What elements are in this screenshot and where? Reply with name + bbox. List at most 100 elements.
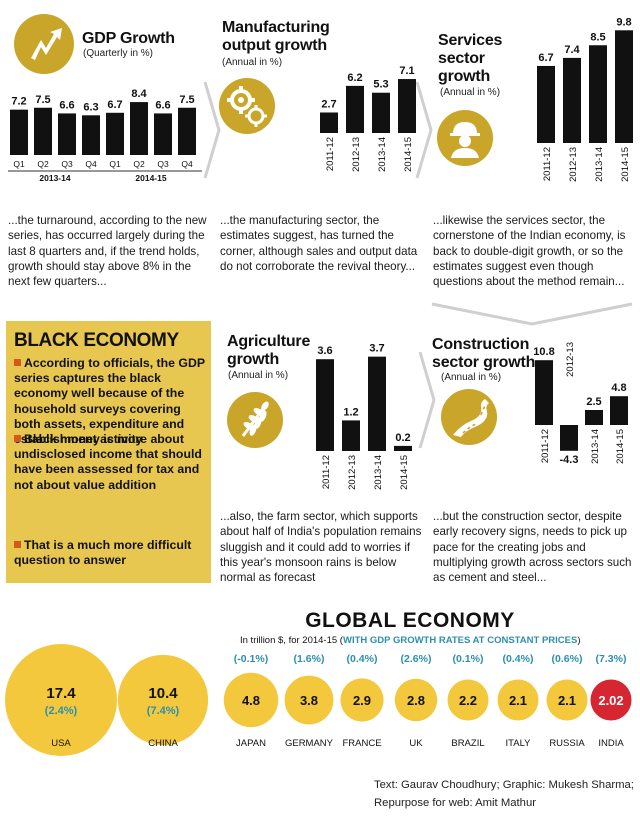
gdp-tick-label: Q2 xyxy=(133,159,145,169)
agriculture-bar xyxy=(342,420,360,451)
credits: Text: Gaurav Choudhury; Graphic: Mukesh … xyxy=(374,776,636,812)
agriculture-bar xyxy=(316,359,334,451)
global-economy-chart: GLOBAL ECONOMY In trillion $, for 2014-15… xyxy=(5,609,632,756)
country-growth-label: (7.3%) xyxy=(596,653,627,665)
construction-bar xyxy=(535,360,553,425)
country-name-label: UK xyxy=(409,738,423,749)
chevron-down-separator-icon xyxy=(431,302,633,326)
services-bar-label: 7.4 xyxy=(564,44,580,56)
gdp-bar xyxy=(82,115,100,155)
country-growth-label: (-0.1%) xyxy=(234,653,268,665)
gdp-bar-label: 6.7 xyxy=(107,99,122,111)
worker-icon xyxy=(437,110,493,166)
construction-bar xyxy=(610,396,628,425)
agriculture-bar xyxy=(394,445,412,451)
agriculture-caption: ...also, the farm sector, which supports… xyxy=(220,510,422,585)
services-bar xyxy=(589,45,607,143)
agriculture-tick-label: 2013-14 xyxy=(373,455,384,490)
country-growth-label: (1.6%) xyxy=(294,653,325,665)
construction-tick-label: 2012-13 xyxy=(565,342,576,377)
manufacturing-bar xyxy=(346,85,364,133)
country-name-label: FRANCE xyxy=(342,738,381,749)
country-growth-label: (2.4%) xyxy=(45,705,78,717)
gdp-tick-label: Q4 xyxy=(85,159,97,169)
construction-subtitle: (Annual in %) xyxy=(441,372,502,383)
agriculture-bar-label: 0.2 xyxy=(395,432,410,444)
agriculture-bar-label: 1.2 xyxy=(343,406,358,418)
chevron-separator-icon xyxy=(418,351,436,449)
services-chart: 6.7 2011-12 7.4 2012-13 8.5 2013-14 9.8 2014-15 xyxy=(537,16,633,182)
country-gdp-label: 2.2 xyxy=(459,693,477,708)
country-growth-label: (0.4%) xyxy=(503,653,534,665)
manufacturing-subtitle: (Annual in %) xyxy=(222,57,283,68)
services-bar xyxy=(537,65,555,143)
gdp-bar xyxy=(10,109,28,155)
country-bubble xyxy=(284,675,334,725)
gdp-caption: ...the turnaround, according to the new … xyxy=(8,214,207,289)
country-gdp-label: 17.4 xyxy=(46,685,76,702)
gdp-chart: 7.2 Q1 7.5 Q2 6.6 Q3 6.3 Q4 6.7 Q1 8.4 Q2 6.6 Q3 7.5 Q4… xyxy=(8,88,202,183)
agriculture-chart: 3.6 2011-12 1.2 2012-13 3.7 2013-14 0.2 2014-15 xyxy=(316,343,412,490)
black-economy-bullet: According to officials, the GDP series c… xyxy=(14,356,205,447)
gdp-bar-label: 6.6 xyxy=(59,99,74,111)
gdp-title: GDP Growth xyxy=(82,30,175,47)
construction-tick-label: 2011-12 xyxy=(540,429,551,463)
manufacturing-bar-label: 6.2 xyxy=(347,72,362,84)
agriculture-bar-label: 3.7 xyxy=(369,343,384,355)
global-title: GLOBAL ECONOMY xyxy=(305,609,515,632)
services-tick-label: 2012-13 xyxy=(568,147,579,182)
country-bubble xyxy=(394,678,438,722)
gdp-tick-label: Q1 xyxy=(13,159,25,169)
bullet-square-icon xyxy=(14,359,21,366)
gdp-bar-label: 7.5 xyxy=(35,94,50,106)
chevron-separator-icon xyxy=(415,81,433,179)
country-bubble xyxy=(447,679,489,721)
country-name-label: GERMANY xyxy=(285,738,334,749)
country-gdp-label: 3.8 xyxy=(300,693,318,708)
construction-bar-label: 2.5 xyxy=(586,396,601,408)
gdp-bar xyxy=(106,112,124,155)
country-gdp-label: 10.4 xyxy=(148,685,178,702)
manufacturing-tick-label: 2014-15 xyxy=(403,137,414,172)
global-subtitle: In trillion $, for 2014-15 (WITH GDP GRO… xyxy=(240,635,580,646)
services-bar-label: 6.7 xyxy=(538,52,553,64)
country-name-label: ITALY xyxy=(506,738,532,749)
services-title-line3: growth xyxy=(438,68,491,85)
services-title-line2: sector xyxy=(438,50,485,67)
country-name-label: USA xyxy=(51,738,71,749)
construction-title-line2: sector growth xyxy=(432,354,536,371)
black-economy-bullet: That is a much more difficult question t… xyxy=(14,538,192,568)
country-bubble xyxy=(546,679,588,721)
gdp-group-label: 2014-15 xyxy=(135,173,166,183)
services-tick-label: 2013-14 xyxy=(594,147,605,182)
country-bubble xyxy=(340,678,384,722)
construction-bar-label: 10.8 xyxy=(533,346,554,358)
construction-bar-label: 4.8 xyxy=(611,382,626,394)
manufacturing-tick-label: 2012-13 xyxy=(351,137,362,172)
agriculture-title-line2: growth xyxy=(227,351,280,368)
lightning-arrow-icon xyxy=(14,14,74,74)
services-subtitle: (Annual in %) xyxy=(440,87,501,98)
black-economy-title: BLACK ECONOMY xyxy=(14,330,179,351)
country-gdp-label: 2.1 xyxy=(558,693,576,708)
country-growth-label: (7.4%) xyxy=(147,705,180,717)
manufacturing-chart: 2.7 2011-12 6.2 2012-13 5.3 2013-14 7.1 2014-15 xyxy=(320,65,416,172)
gdp-tick-label: Q4 xyxy=(181,159,193,169)
construction-tick-label: 2014-15 xyxy=(615,429,626,464)
bullet-square-icon xyxy=(14,541,21,548)
manufacturing-bar-label: 2.7 xyxy=(321,98,336,110)
country-gdp-label: 2.02 xyxy=(598,693,623,708)
services-bar-label: 8.5 xyxy=(590,31,605,43)
agriculture-tick-label: 2012-13 xyxy=(347,455,358,490)
agriculture-tick-label: 2014-15 xyxy=(399,455,410,490)
country-gdp-label: 4.8 xyxy=(242,693,260,708)
gdp-group-label: 2013-14 xyxy=(39,173,70,183)
country-growth-label: (2.6%) xyxy=(401,653,432,665)
services-tick-label: 2014-15 xyxy=(620,147,631,182)
country-bubble xyxy=(590,679,632,721)
gdp-bar xyxy=(34,107,52,155)
chevron-separator-icon xyxy=(203,81,221,179)
credits-line2: Repurpose for web: Amit Mathur xyxy=(374,797,536,809)
agriculture-subtitle: (Annual in %) xyxy=(228,370,289,381)
construction-title-line1: Construction xyxy=(432,336,530,353)
